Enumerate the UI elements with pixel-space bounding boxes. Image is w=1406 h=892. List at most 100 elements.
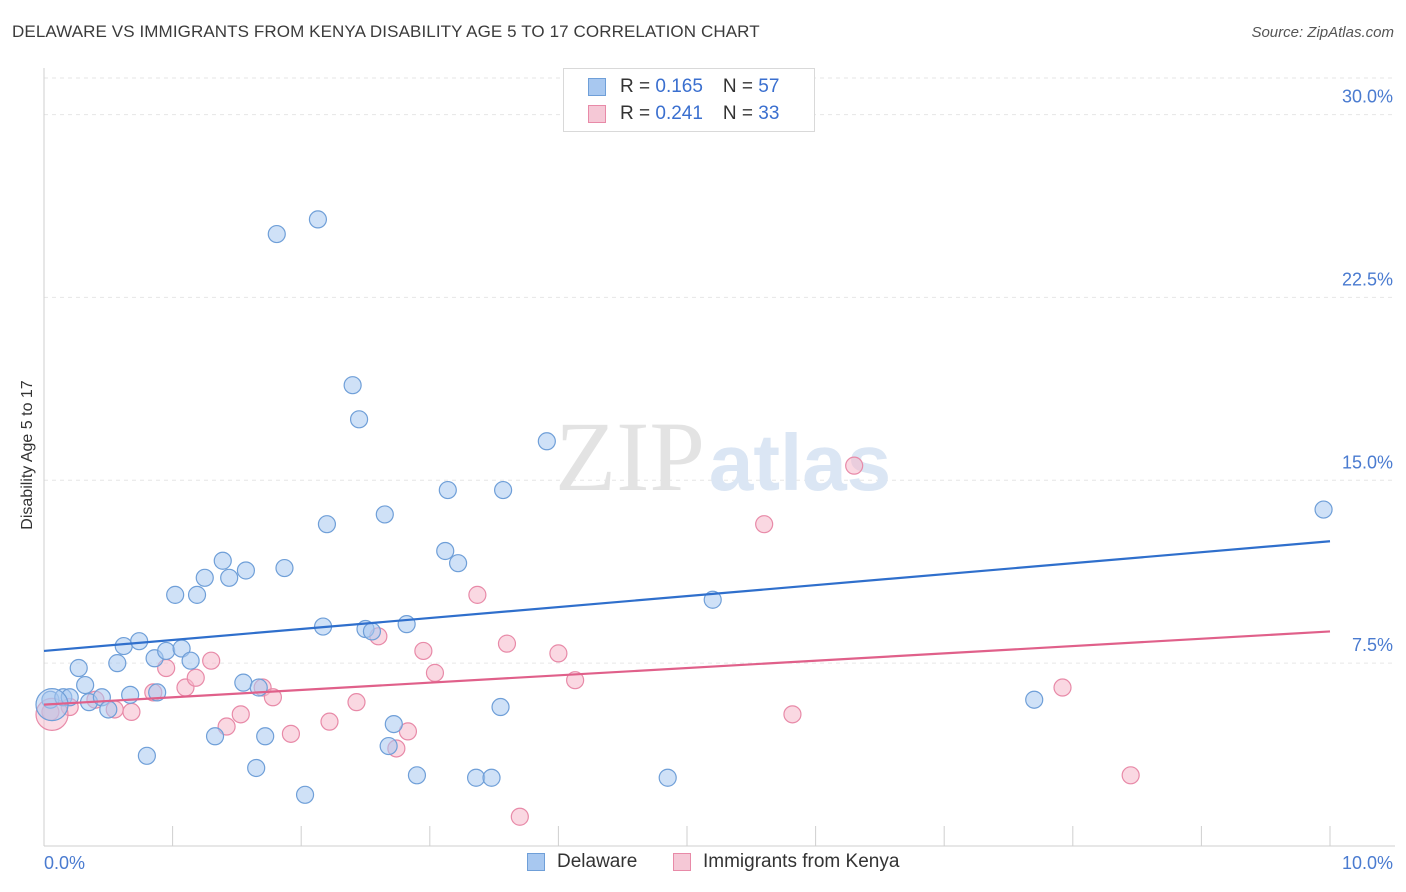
delaware-point-9 [114, 636, 133, 656]
kenya-point-20 [414, 641, 433, 661]
kenya-point-8 [186, 668, 205, 687]
delaware-point-18 [181, 651, 200, 670]
kenya-r-value: 0.241 [655, 103, 703, 124]
kenya-point-28 [783, 705, 802, 724]
delaware-point-7 [99, 700, 118, 719]
delaware-point-24 [236, 561, 256, 580]
delaware-point-47 [466, 768, 486, 787]
kenya-r-label: R = [620, 103, 656, 124]
delaware-point-20 [195, 568, 214, 587]
delaware-point-43 [407, 766, 427, 785]
kenya-legend-swatch [673, 853, 691, 871]
delaware-point-54 [1025, 690, 1044, 709]
delaware-point-32 [308, 210, 328, 229]
kenya-point-10 [217, 717, 236, 736]
trend-lines [43, 540, 1331, 706]
delaware-trend-line [43, 540, 1331, 653]
delaware-n-value: 57 [758, 76, 780, 97]
delaware-point-3 [69, 658, 88, 678]
watermark: ZIP atlas [555, 401, 891, 512]
delaware-r-label: R = [620, 76, 656, 97]
delaware-point-14 [148, 683, 167, 702]
delaware-series [35, 210, 1333, 804]
delaware-n-label: N = [722, 76, 759, 97]
delaware-point-23 [220, 568, 239, 587]
kenya-point-14 [281, 724, 301, 743]
delaware-point-8 [108, 654, 127, 673]
delaware-point-44 [436, 541, 455, 561]
kenya-series [35, 456, 1140, 826]
kenya-point-19 [398, 722, 418, 741]
delaware-point-4 [76, 675, 95, 695]
kenya-point-22 [468, 585, 487, 604]
delaware-point-28 [256, 727, 275, 746]
watermark-zip: ZIP [555, 401, 705, 512]
legend-row-kenya: R = 0.241 N = 33 [588, 102, 779, 126]
kenya-n-label: N = [722, 103, 759, 124]
delaware-point-19 [187, 585, 207, 604]
kenya-point-4 [122, 702, 141, 722]
kenya-point-26 [566, 671, 585, 690]
delaware-legend-label: Delaware [557, 851, 638, 872]
delaware-point-29 [267, 224, 286, 244]
legend-row-delaware: R = 0.165 N = 57 [588, 75, 779, 99]
kenya-point-15 [320, 712, 339, 731]
delaware-swatch [588, 78, 606, 96]
delaware-point-34 [317, 515, 337, 534]
delaware-point-21 [205, 727, 225, 746]
kenya-point-13 [263, 688, 283, 707]
delaware-point-46 [448, 554, 468, 573]
kenya-point-21 [425, 663, 445, 682]
delaware-point-51 [537, 432, 556, 451]
correlation-legend: R = 0.165 N = 57 R = 0.241 N = 33 [563, 68, 815, 132]
kenya-point-9 [202, 651, 221, 670]
kenya-swatch [588, 105, 606, 123]
delaware-point-48 [482, 768, 501, 787]
delaware-r-value: 0.165 [655, 76, 703, 97]
delaware-point-31 [295, 785, 315, 804]
delaware-point-45 [438, 480, 457, 500]
delaware-point-36 [349, 410, 369, 429]
delaware-point-42 [397, 615, 416, 634]
delaware-point-52 [658, 768, 677, 787]
chart-source: Source: ZipAtlas.com [1251, 24, 1394, 41]
delaware-point-55 [1314, 500, 1333, 519]
delaware-point-30 [275, 558, 294, 578]
x-tick-label-min: 0.0% [44, 853, 85, 873]
tick-labels: 7.5% 15.0% 22.5% 30.0% 0.0% 10.0% [44, 87, 1393, 873]
delaware-point-39 [375, 505, 394, 524]
bottom-legend-kenya: Immigrants from Kenya [673, 851, 899, 873]
y-tick-label-0: 7.5% [1352, 635, 1393, 655]
delaware-point-50 [494, 480, 513, 500]
delaware-point-40 [379, 736, 398, 756]
delaware-point-16 [166, 585, 185, 604]
kenya-point-29 [845, 456, 864, 475]
kenya-point-11 [231, 705, 250, 724]
delaware-legend-swatch [527, 853, 545, 871]
axes [43, 68, 1395, 847]
delaware-point-35 [343, 376, 362, 395]
delaware-point-12 [137, 746, 156, 765]
delaware-point-22 [213, 551, 232, 570]
kenya-point-25 [549, 644, 568, 663]
kenya-point-23 [497, 634, 517, 653]
delaware-point-38 [362, 622, 382, 641]
kenya-legend-label: Immigrants from Kenya [703, 851, 900, 872]
delaware-point-41 [384, 714, 403, 734]
kenya-n-value: 33 [758, 103, 780, 124]
kenya-point-31 [1121, 766, 1140, 785]
x-tick-label-max: 10.0% [1342, 853, 1393, 873]
bottom-legend-delaware: Delaware [527, 851, 637, 873]
kenya-point-16 [347, 693, 366, 712]
y-tick-label-2: 22.5% [1342, 269, 1393, 289]
delaware-point-25 [234, 673, 253, 692]
delaware-point-11 [130, 632, 149, 651]
delaware-point-15 [157, 641, 176, 661]
chart-title: DELAWARE VS IMMIGRANTS FROM KENYA DISABI… [12, 22, 760, 41]
delaware-point-27 [247, 758, 266, 778]
y-tick-label-1: 15.0% [1342, 452, 1393, 472]
kenya-trend-line [43, 630, 1331, 706]
kenya-point-24 [510, 807, 529, 826]
watermark-atlas: atlas [709, 418, 891, 507]
